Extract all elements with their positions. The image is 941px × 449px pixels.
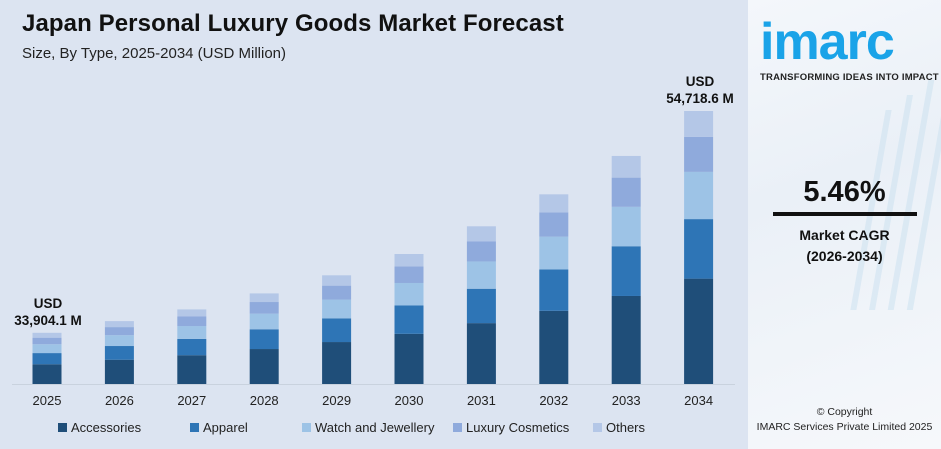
- bar-2031-accessories: [466, 323, 496, 384]
- annotation-2034: USD 54,718.6 M: [650, 73, 750, 107]
- bar-2027-apparel: [177, 338, 207, 356]
- background-decoration: [850, 110, 892, 310]
- bar-2032-apparel: [539, 269, 569, 311]
- cagr-period: (2026-2034): [806, 248, 883, 264]
- bar-2030-others: [394, 253, 424, 267]
- bar-2025-apparel: [32, 353, 62, 365]
- bar-2034-apparel: [684, 219, 714, 279]
- bar-2033-watch-and-jewellery: [611, 206, 641, 247]
- legend-item-apparel: Apparel: [190, 420, 248, 435]
- bar-2030-luxury-cosmetics: [394, 266, 424, 283]
- bar-2032-watch-and-jewellery: [539, 236, 569, 270]
- copyright: © Copyright IMARC Services Private Limit…: [748, 405, 941, 435]
- bar-2034-watch-and-jewellery: [684, 171, 714, 220]
- x-tick-label: 2033: [612, 393, 641, 408]
- bar-2026-luxury-cosmetics: [104, 327, 134, 336]
- bar-2028-others: [249, 293, 279, 303]
- x-tick-label: 2026: [105, 393, 134, 408]
- legend-swatch: [190, 423, 199, 432]
- bar-2025-watch-and-jewellery: [32, 344, 62, 354]
- bar-2027-accessories: [177, 355, 207, 384]
- x-tick-label: 2027: [177, 393, 206, 408]
- x-tick-label: 2034: [684, 393, 713, 408]
- bar-2028-luxury-cosmetics: [249, 302, 279, 314]
- bar-2032-accessories: [539, 310, 569, 384]
- chart-title: Japan Personal Luxury Goods Market Forec…: [22, 10, 564, 37]
- legend-label: Apparel: [203, 420, 248, 435]
- bar-2033-luxury-cosmetics: [611, 177, 641, 207]
- bar-2028-watch-and-jewellery: [249, 313, 279, 330]
- bar-2031-others: [466, 226, 496, 242]
- bar-2032-others: [539, 194, 569, 213]
- bar-2030-watch-and-jewellery: [394, 282, 424, 306]
- legend-swatch: [58, 423, 67, 432]
- company-name: IMARC Services Private Limited 2025: [756, 421, 933, 433]
- bar-2034-accessories: [684, 278, 714, 384]
- bar-2030-apparel: [394, 305, 424, 334]
- bar-2025-others: [32, 332, 62, 338]
- bar-2026-others: [104, 321, 134, 328]
- tagline: TRANSFORMING IDEAS INTO IMPACT: [760, 72, 939, 83]
- legend-item-accessories: Accessories: [58, 420, 141, 435]
- cagr-label: Market CAGR (2026-2034): [748, 225, 941, 267]
- bar-2034-luxury-cosmetics: [684, 136, 714, 172]
- annotation-2025-bottom: 33,904.1 M: [14, 313, 82, 328]
- info-sidebar: imarc TRANSFORMING IDEAS INTO IMPACT 5.4…: [748, 0, 941, 449]
- legend-label: Accessories: [71, 420, 142, 435]
- bar-2029-others: [322, 275, 352, 286]
- bar-2029-watch-and-jewellery: [322, 299, 352, 319]
- bar-2027-watch-and-jewellery: [177, 326, 207, 339]
- stacked-bar-chart: 2025 2026 2027 2028 2029 2030 2031 2032 2033 2034: [12, 111, 735, 408]
- imarc-logo: imarc: [760, 13, 895, 71]
- bar-2026-watch-and-jewellery: [104, 335, 134, 347]
- bar-2028-accessories: [249, 349, 279, 384]
- chart-subtitle: Size, By Type, 2025-2034 (USD Million): [22, 45, 287, 62]
- divider: [773, 212, 917, 216]
- bar-2030-accessories: [394, 333, 424, 384]
- annotation-2034-top: USD: [685, 74, 715, 89]
- bar-2027-luxury-cosmetics: [177, 316, 207, 327]
- legend: Accessories Apparel Watch and Jewellery Lux…: [0, 420, 748, 436]
- bar-2033-accessories: [611, 295, 641, 384]
- bar-2032-luxury-cosmetics: [539, 212, 569, 237]
- bar-2028-apparel: [249, 329, 279, 350]
- bar-2029-accessories: [322, 342, 352, 384]
- bar-2026-apparel: [104, 346, 134, 360]
- legend-item-luxury-cosmetics: Luxury Cosmetics: [453, 420, 569, 435]
- bar-2029-luxury-cosmetics: [322, 285, 352, 300]
- bar-2027-others: [177, 309, 207, 317]
- x-tick-label: 2032: [539, 393, 568, 408]
- legend-swatch: [453, 423, 462, 432]
- bar-2031-watch-and-jewellery: [466, 261, 496, 289]
- bar-2034-others: [684, 111, 714, 137]
- bar-2033-apparel: [611, 246, 641, 296]
- legend-swatch: [302, 423, 311, 432]
- chart-panel: Japan Personal Luxury Goods Market Forec…: [0, 10, 750, 436]
- bar-2031-luxury-cosmetics: [466, 241, 496, 262]
- x-tick-label: 2029: [322, 393, 351, 408]
- bar-2025-accessories: [32, 364, 62, 384]
- bar-2033-others: [611, 155, 641, 178]
- legend-swatch: [593, 423, 602, 432]
- cagr-value: 5.46%: [803, 176, 886, 208]
- annotation-2025: USD 33,904.1 M: [5, 295, 91, 329]
- legend-label: Watch and Jewellery: [315, 420, 435, 435]
- bar-2026-accessories: [104, 359, 134, 384]
- bar-2031-apparel: [466, 288, 496, 324]
- legend-item-others: Others: [593, 420, 645, 435]
- legend-label: Others: [606, 420, 646, 435]
- x-tick-label: 2031: [467, 393, 496, 408]
- x-tick-label: 2028: [250, 393, 279, 408]
- bar-2025-luxury-cosmetics: [32, 337, 62, 345]
- annotation-2025-top: USD: [33, 296, 63, 311]
- x-tick-label: 2025: [33, 393, 62, 408]
- bar-2029-apparel: [322, 318, 352, 343]
- annotation-2034-bottom: 54,718.6 M: [666, 91, 734, 106]
- cagr-label-text: Market CAGR: [799, 227, 890, 243]
- legend-label: Luxury Cosmetics: [466, 420, 570, 435]
- copyright-text: © Copyright: [816, 406, 873, 418]
- legend-item-watch-and-jewellery: Watch and Jewellery: [302, 420, 434, 435]
- x-tick-label: 2030: [395, 393, 424, 408]
